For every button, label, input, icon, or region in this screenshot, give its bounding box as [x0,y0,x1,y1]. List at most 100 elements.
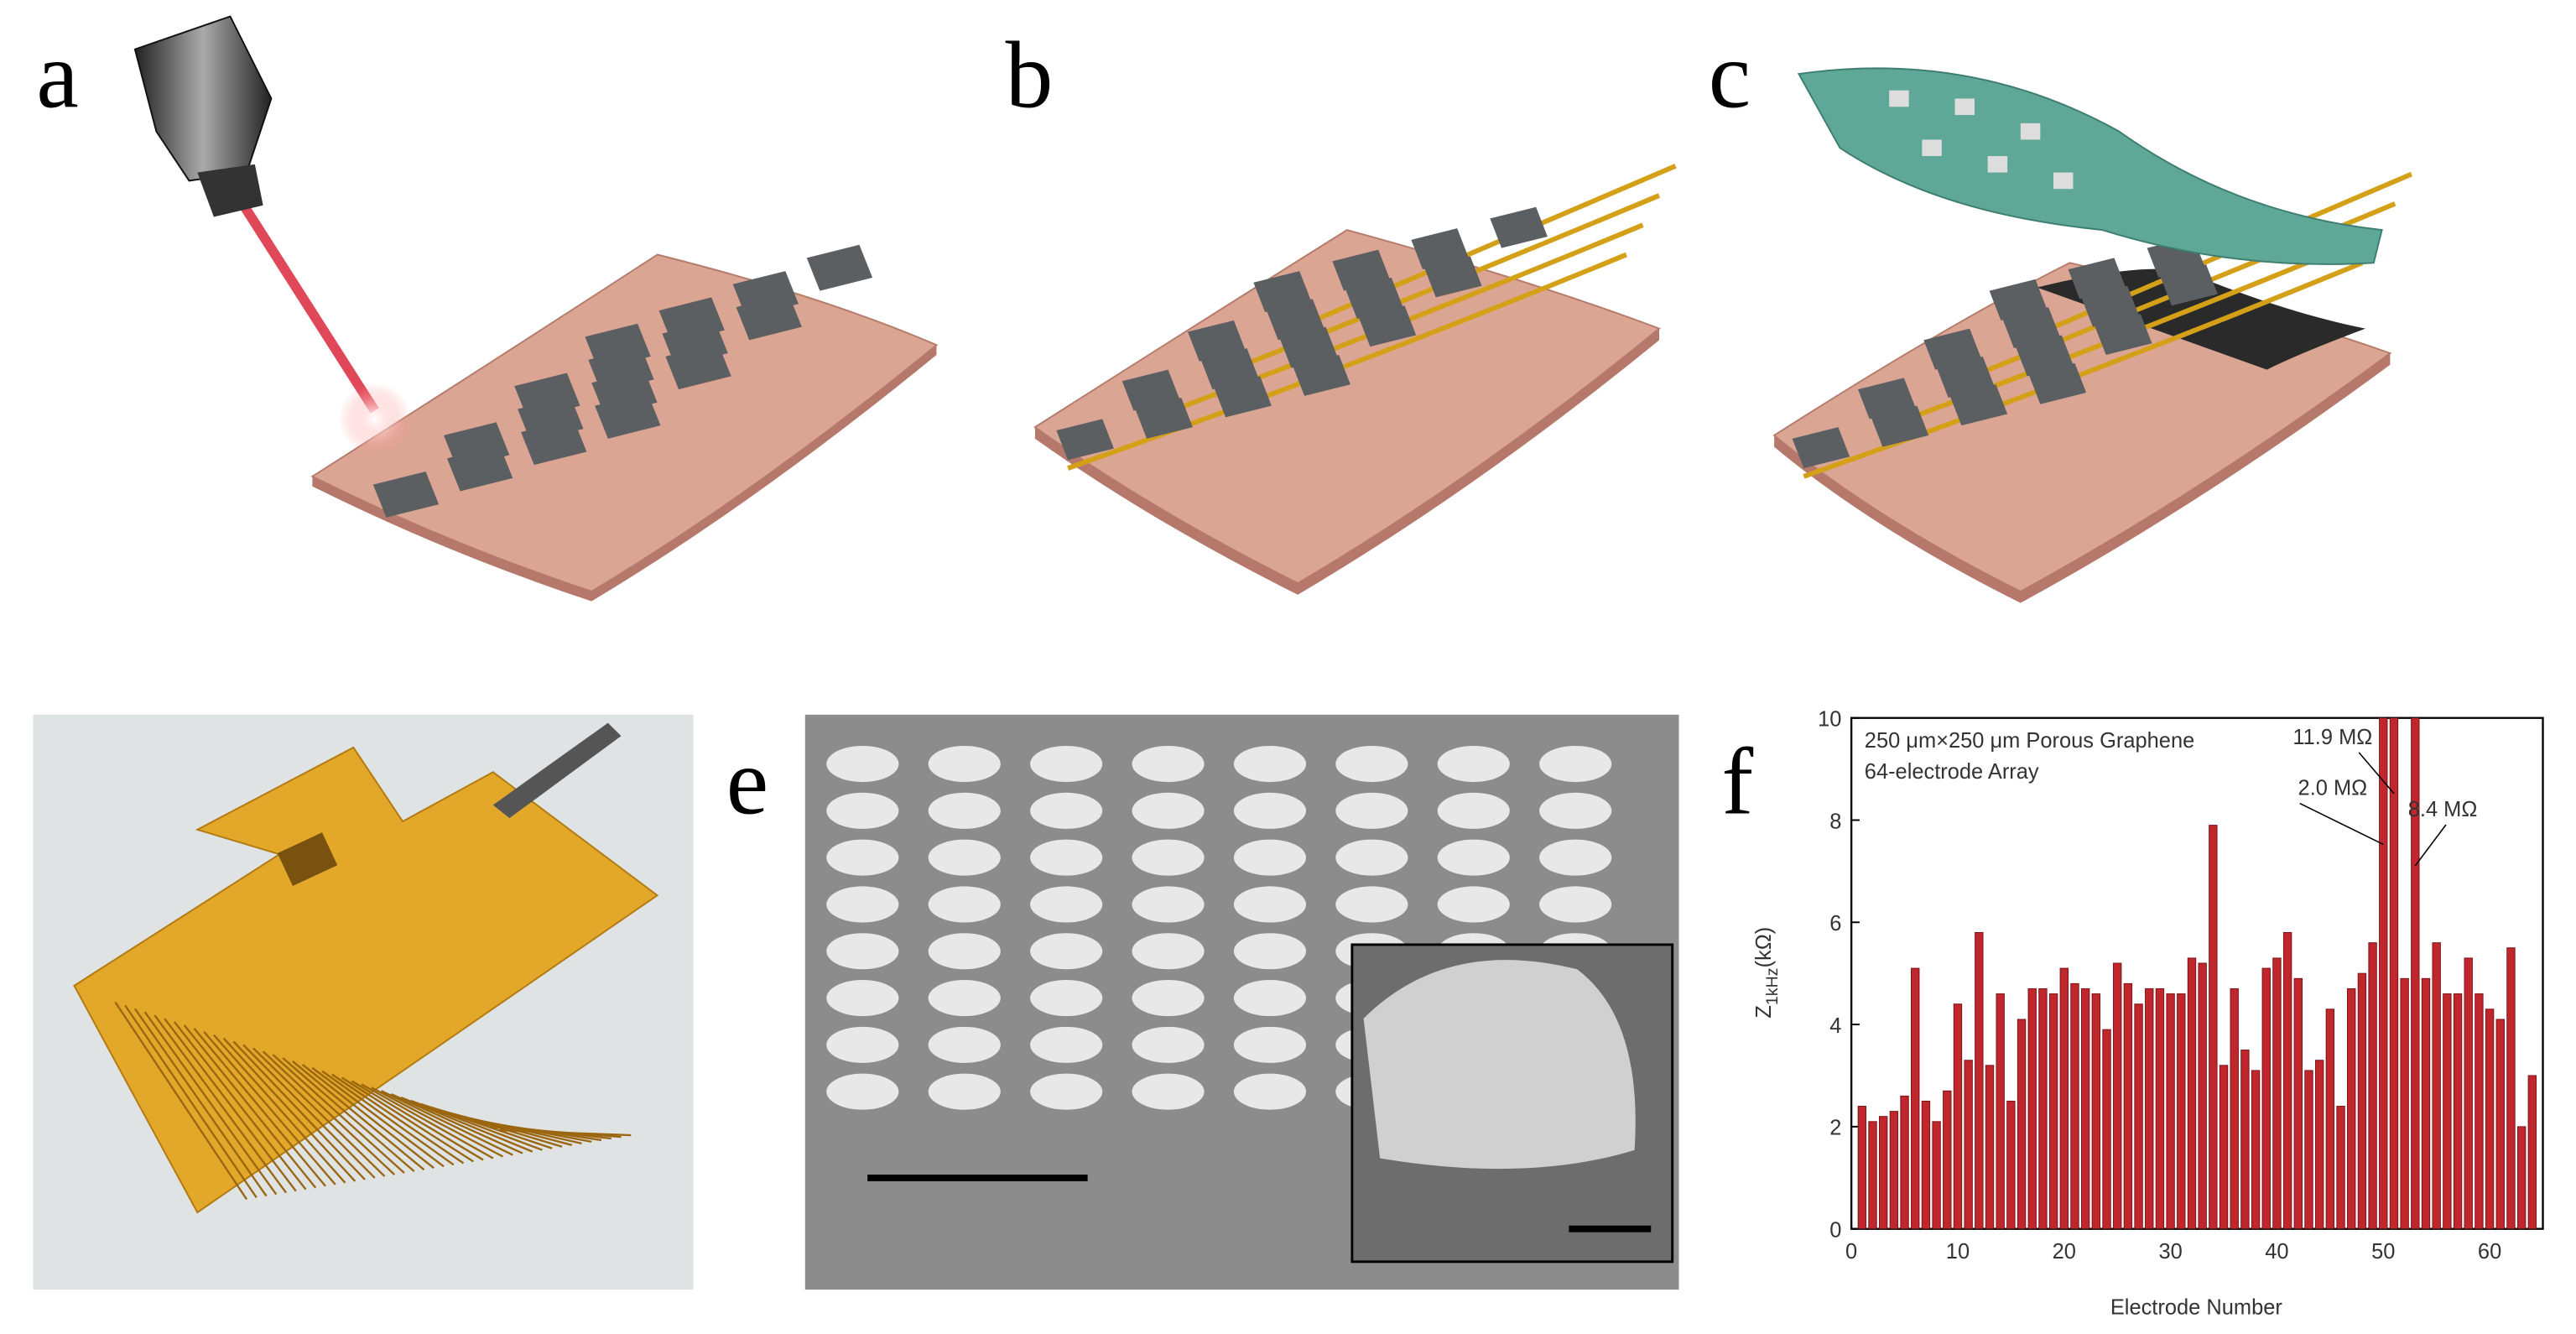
electrode-pad [732,271,799,317]
trace [499,1129,632,1137]
bar [1996,993,2005,1229]
electrode-blob [1030,839,1103,876]
trace [222,1037,356,1182]
electrode-blob [928,1026,1001,1063]
y-tick-label: 4 [1829,1014,1841,1038]
electrode-pad [1253,271,1311,313]
bar [2495,1019,2505,1229]
chart-title: 64-electrode Array [1865,760,2039,784]
bar [2293,977,2303,1229]
x-tick-label: 40 [2265,1240,2288,1264]
electrode-blob [1132,839,1205,876]
electrode-pad [1214,376,1272,418]
electrode-pad [1949,384,2008,426]
electrode-blob [928,839,1001,876]
y-tick-label: 0 [1829,1218,1841,1242]
bar [2187,957,2197,1229]
bar [1868,1121,1877,1229]
electrode-pad [2002,307,2060,349]
trace [203,1030,336,1185]
electrode-pad [1871,405,1929,447]
electrode-pad [2068,258,2126,300]
x-tick-label: 10 [1946,1240,1970,1264]
bar [2219,1065,2229,1229]
electrode-pad [1989,279,2048,320]
electrode-blob [1233,933,1307,970]
bar [1964,1060,1973,1229]
electrode-pad [1411,228,1469,270]
bar [2177,993,2186,1229]
bar [2155,987,2165,1229]
trace [262,1050,396,1175]
bar [2080,987,2090,1229]
value-label: 8.4 MΩ [2408,798,2478,821]
trace [164,1018,297,1192]
electrode-blob [928,980,1001,1017]
panel-label: c [1709,22,1751,128]
electrode-pad [1332,249,1390,291]
y-tick-label: 6 [1829,912,1841,935]
bar [2038,987,2048,1229]
bar [2240,1050,2250,1229]
electrode-blob [826,745,899,783]
electrode-blob [1132,886,1205,923]
bar [2357,972,2367,1229]
bar [1911,967,1920,1229]
electrode-blob [1233,745,1307,783]
x-tick-label: 50 [2371,1240,2395,1264]
bar [2145,987,2154,1229]
y-label-main: Z [1752,1005,1776,1019]
plot-frame [1850,717,2544,1230]
trace [143,1011,278,1196]
electrode-blob [1539,839,1612,876]
panel-label: e [726,728,768,834]
x-tick-label: 20 [2053,1240,2076,1264]
bar [2048,993,2058,1229]
electrode-blob [928,1073,1001,1110]
bar [2443,993,2452,1229]
electrode-pad [1358,305,1417,347]
bar [2314,1060,2324,1229]
trace [282,1057,415,1173]
trace [124,1004,258,1199]
electrode-blob [1030,792,1103,829]
electrode-pad [1923,328,1981,370]
electrode-blob [826,1026,899,1063]
bar [2070,982,2079,1229]
bar [2389,717,2399,1229]
bar [2516,1126,2527,1229]
trace [133,1008,268,1197]
electrode-blob [928,886,1001,923]
bar [2464,957,2473,1229]
trace [193,1028,326,1187]
electrode-blob [1335,886,1408,923]
trace [272,1054,405,1174]
trace [331,1073,465,1165]
electrode-pad [2081,285,2139,327]
trace [1803,260,2364,479]
bar [1900,1095,1909,1229]
panel-b-illustration [1033,164,1677,595]
y-tick-label: 10 [1818,707,1841,731]
bar [1985,1065,1995,1229]
trace [232,1040,366,1180]
bar [1878,1116,1888,1229]
electrode-blob [1030,933,1103,970]
electrode-blob [826,980,899,1017]
trace [321,1070,455,1166]
electrode-blob [826,886,899,923]
bar [1932,1121,1941,1229]
y-axis-label: Z1kHz(kΩ) [1752,927,1782,1019]
electrode-blob [1233,792,1307,829]
bar [2272,957,2282,1229]
trace [341,1076,474,1163]
panel-e-sem [804,714,1679,1290]
bar [2134,1003,2143,1229]
trace [301,1063,435,1170]
bar [2251,1070,2261,1229]
electrode-pad [1200,348,1259,390]
bar [2113,962,2122,1229]
electrode-blob [826,839,899,876]
